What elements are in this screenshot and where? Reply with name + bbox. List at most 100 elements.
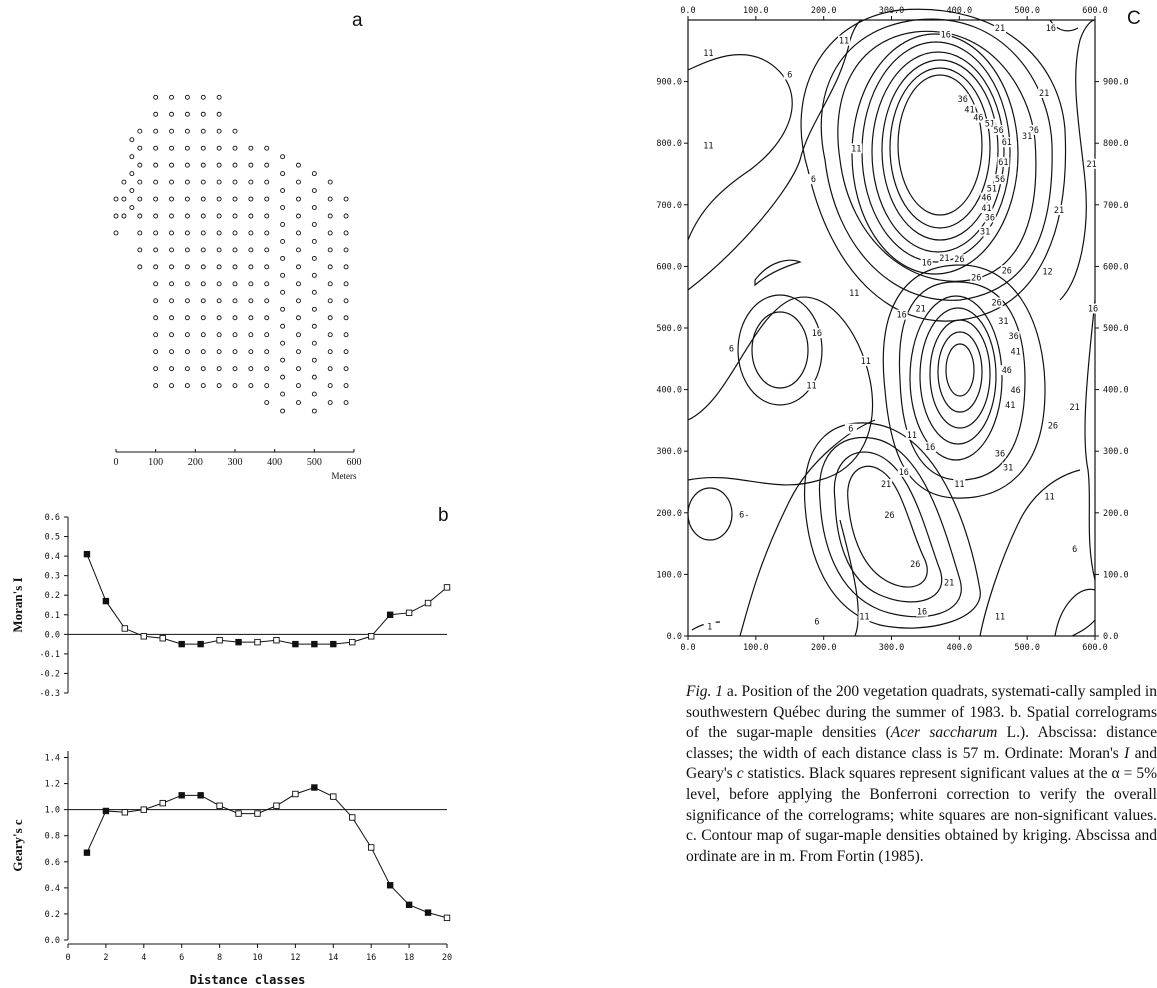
contour-line [945, 343, 975, 397]
y-tick-label: 1.4 [45, 754, 60, 764]
nonsignificant-point [121, 809, 129, 816]
quadrat-point [153, 383, 159, 389]
x-tick-label: 500 [307, 457, 322, 468]
quadrat-point [311, 391, 317, 397]
significant-point [405, 901, 413, 909]
quadrat-point [248, 247, 254, 253]
contour-label: 46 [981, 194, 991, 204]
contour-label: 61 [1002, 138, 1012, 148]
y-tick-label: 0.1 [45, 611, 60, 621]
quadrat-point [296, 213, 301, 219]
contour-label-bg [963, 104, 976, 115]
x-tick-label: 200 [188, 457, 203, 468]
contour-label-bg [810, 616, 823, 627]
contour-label: 41 [981, 204, 991, 214]
quadrat-point [280, 408, 286, 414]
quadrat-point [280, 188, 286, 194]
quadrat-point [327, 349, 333, 355]
contour-label-bg [1068, 402, 1081, 413]
x-tick-label: 8 [217, 953, 222, 963]
contour-label: 31 [980, 228, 990, 238]
quadrat-point [248, 162, 254, 168]
contour-label-bg [1000, 365, 1013, 376]
quadrat-point [280, 154, 286, 160]
quadrat-point [129, 188, 135, 194]
nonsignificant-point [349, 814, 356, 821]
contour-line [889, 67, 991, 229]
quadrat-point [264, 349, 270, 355]
x-tick-label: 12 [290, 953, 300, 963]
quadrat-point [216, 179, 222, 185]
contour-label: 6 [787, 70, 792, 80]
quadrat-point [343, 247, 349, 253]
y-tick-label: 0.4 [45, 884, 60, 894]
quadrat-point [327, 366, 333, 372]
contour-line [1059, 19, 1096, 301]
nonsignificant-point [216, 636, 223, 644]
quadrat-point [216, 128, 222, 134]
nonsignificant-point [273, 636, 280, 644]
quadrat-point [153, 162, 159, 168]
contour-label: 11 [703, 141, 713, 151]
quadrat-point [200, 128, 206, 134]
x-tick-label-top: 500.0 [1014, 6, 1040, 16]
quadrat-point [184, 145, 190, 151]
contour-label: 6 [729, 345, 734, 355]
quadrat-point [184, 315, 190, 321]
panel-b-correlograms: 0.6 0.5 0.4 0.3 0.2 0.1 0.0 -0.1 -0.2 -0.3 Moran's… [10, 513, 452, 985]
y-tick-label-right: 800.0 [1103, 139, 1129, 149]
y-tick-label-left: 700.0 [656, 201, 682, 211]
x-tick-label: 2 [103, 953, 108, 963]
contour-line [687, 296, 874, 486]
y-tick-label-right: 500.0 [1103, 324, 1129, 334]
significant-point [235, 638, 242, 646]
contour-label-bg [1043, 491, 1056, 502]
quadrat-point [153, 298, 159, 304]
contour-label-bg [810, 328, 823, 339]
quadrat-point [184, 349, 190, 355]
x-tick-label-bottom: 100.0 [743, 643, 769, 653]
quadrat-point [280, 374, 286, 380]
quadrat-point [248, 264, 254, 270]
contour-label-bg [702, 140, 715, 151]
panel-label-c: C [1127, 8, 1141, 29]
nonsignificant-point [140, 806, 148, 813]
quadrat-point [248, 315, 254, 321]
significant-point [178, 792, 185, 799]
contour-line [847, 465, 928, 588]
quadrat-point [169, 162, 174, 168]
contour-label: 16 [1088, 305, 1098, 315]
x-tick-label: 14 [328, 953, 338, 963]
contour-label: 11 [851, 144, 861, 154]
quadrat-point [153, 145, 159, 151]
quadrat-point [264, 400, 270, 406]
contour-label: 11 [907, 431, 917, 441]
quadrat-point [200, 281, 206, 287]
nonsignificant-point [424, 599, 432, 607]
quadrat-point [169, 247, 174, 253]
quadrat-point [200, 349, 206, 355]
x-tick-label-top: 100.0 [743, 6, 769, 16]
y-tick-label-right: 700.0 [1103, 201, 1129, 211]
quadrat-point [216, 162, 222, 168]
y-tick-label: 0.2 [45, 910, 60, 920]
quadrat-point [264, 281, 270, 287]
contour-label: 6 [811, 175, 816, 185]
contour-label: 11 [839, 37, 849, 47]
quadrat-point [248, 213, 254, 219]
quadrat-point [169, 128, 174, 134]
quadrat-point [200, 247, 206, 253]
contour-label: 21 [1054, 206, 1064, 216]
y-tick-label-left: 900.0 [656, 78, 682, 88]
x-tick-label: 10 [252, 953, 262, 963]
quadrat-point [169, 145, 174, 151]
quadrat-point [200, 298, 206, 304]
quadrat-point [296, 230, 301, 236]
contour-lines [687, 8, 1096, 637]
caption-text-3: and Geary's [686, 744, 1157, 783]
x-tick-label-top: 600.0 [1082, 6, 1108, 16]
contour-label: 41 [1011, 348, 1021, 358]
quadrat-point [264, 383, 270, 389]
contour-label: 61 [998, 158, 1008, 168]
series-line [86, 553, 448, 645]
